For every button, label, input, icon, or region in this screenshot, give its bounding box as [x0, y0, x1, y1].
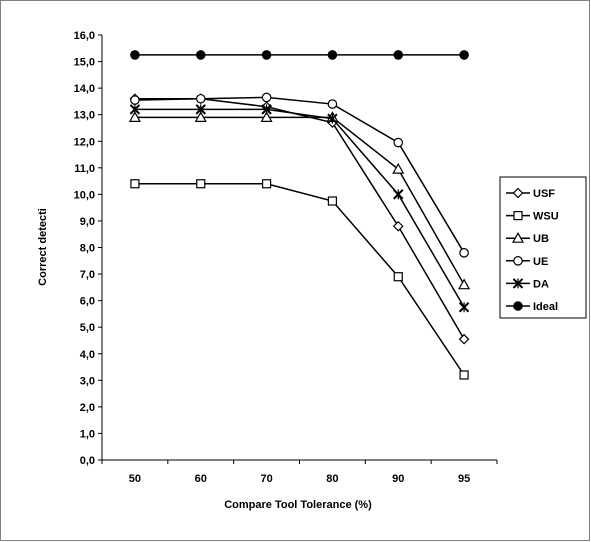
legend-entry-ub: UB	[506, 231, 549, 245]
marker-dot	[130, 50, 140, 60]
series-line-wsu	[134, 183, 465, 376]
legend-label: Ideal	[533, 301, 558, 313]
marker-square	[513, 211, 523, 221]
marker-triangle	[392, 162, 405, 174]
y-tick-label: 13,0	[74, 110, 95, 122]
marker-square	[327, 196, 338, 206]
y-tick-label: 6,0	[80, 296, 95, 308]
marker-dot	[459, 50, 469, 60]
series-ideal	[130, 50, 469, 60]
marker-triangle	[194, 111, 207, 122]
y-tick-label: 8,0	[80, 243, 95, 255]
series-da	[129, 104, 470, 313]
y-axis-title: Correct detecti	[37, 208, 49, 286]
y-tick-label: 15,0	[74, 57, 95, 69]
y-tick-label: 4,0	[80, 349, 95, 361]
marker-star	[512, 278, 524, 289]
marker-dot	[261, 50, 272, 60]
y-tick-label: 5,0	[80, 322, 95, 334]
y-tick-label: 12,0	[74, 136, 95, 148]
marker-star	[129, 104, 141, 115]
y-tick-label: 1,0	[80, 428, 95, 440]
y-tick-label: 0,0	[80, 455, 95, 467]
series-line-ue	[134, 96, 465, 254]
series-ub	[128, 111, 471, 290]
x-axis-title: Compare Tool Tolerance (%)	[224, 499, 372, 511]
marker-circle	[513, 255, 523, 266]
y-tick-label: 9,0	[80, 216, 95, 228]
legend: USF WSU UB UE DA Ideal	[499, 176, 587, 319]
y-tick-label: 11,0	[74, 163, 95, 175]
legend-label: DA	[533, 278, 549, 290]
x-tick-label: 95	[458, 473, 470, 485]
x-tick-label: 50	[129, 473, 141, 485]
marker-star	[261, 104, 272, 115]
legend-label: USF	[533, 188, 555, 200]
marker-circle	[327, 99, 338, 109]
y-tick-label: 7,0	[80, 269, 95, 281]
marker-dot	[195, 50, 206, 60]
marker-dot	[513, 301, 523, 311]
marker-dot	[393, 50, 404, 60]
series-line-ub	[134, 116, 465, 286]
legend-label: UE	[533, 256, 548, 268]
legend-entry-ideal: Ideal	[506, 301, 558, 313]
marker-triangle	[511, 231, 525, 243]
marker-circle	[459, 248, 469, 258]
y-tick-label: 2,0	[80, 402, 95, 414]
legend-label: WSU	[533, 211, 559, 223]
legend-label: UB	[533, 233, 549, 245]
y-tick-label: 10,0	[74, 189, 95, 201]
x-tick-label: 70	[260, 473, 272, 485]
series-line-da	[134, 108, 465, 308]
x-ticks: 50 60 70 80 90 95	[101, 460, 498, 485]
x-tick-label: 80	[326, 473, 338, 485]
legend-entry-da: DA	[506, 278, 549, 290]
marker-triangle	[128, 111, 141, 122]
marker-diamond	[512, 187, 524, 199]
marker-circle	[393, 137, 404, 148]
marker-star	[393, 189, 404, 200]
marker-square	[459, 370, 469, 380]
marker-diamond	[458, 333, 470, 345]
marker-star	[458, 302, 470, 313]
x-tick-label: 90	[392, 473, 404, 485]
marker-square	[130, 179, 140, 189]
marker-square	[393, 272, 403, 282]
marker-triangle	[458, 278, 471, 290]
x-tick-label: 60	[195, 473, 207, 485]
y-ticks: 0,0 1,0 2,0 3,0 4,0 5,0 6,0 7,0 8,0 9,0 10,0 11,0 12…	[74, 30, 102, 467]
series-ue	[130, 92, 469, 258]
legend-entry-ue: UE	[506, 256, 548, 268]
y-tick-label: 3,0	[80, 375, 95, 387]
marker-circle	[195, 93, 206, 104]
marker-square	[261, 179, 272, 189]
marker-star	[327, 113, 338, 124]
marker-star	[195, 104, 206, 115]
marker-diamond	[392, 220, 404, 232]
legend-box	[499, 176, 587, 319]
series-line-usf	[134, 98, 465, 340]
legend-entry-wsu: WSU	[506, 211, 559, 223]
series-layer	[128, 50, 471, 380]
marker-circle	[130, 95, 140, 105]
y-tick-label: 14,0	[74, 83, 95, 95]
marker-dot	[327, 50, 338, 60]
legend-entry-usf: USF	[506, 187, 555, 200]
marker-circle	[261, 92, 272, 103]
series-wsu	[130, 179, 469, 380]
y-tick-label: 16,0	[74, 30, 95, 42]
marker-square	[196, 179, 206, 189]
marker-triangle	[260, 111, 273, 122]
